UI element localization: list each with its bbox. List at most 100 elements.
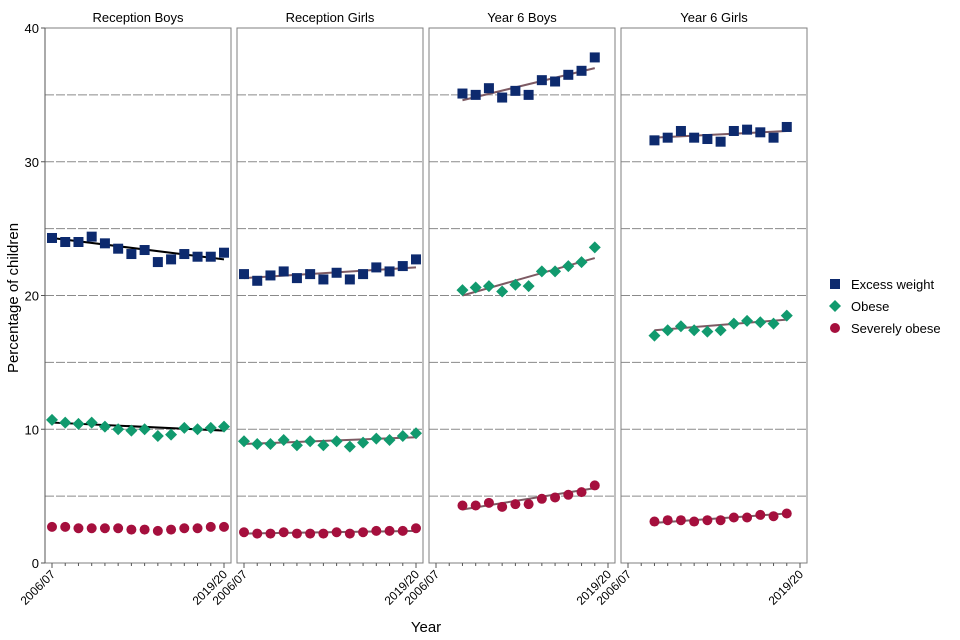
data-point bbox=[358, 269, 369, 280]
data-point bbox=[113, 243, 124, 254]
data-point bbox=[781, 121, 792, 132]
data-point bbox=[239, 269, 249, 280]
trend-line bbox=[462, 487, 595, 511]
data-point bbox=[589, 52, 600, 63]
data-point bbox=[205, 251, 216, 262]
data-point bbox=[152, 525, 163, 536]
data-point bbox=[99, 238, 110, 249]
data-point bbox=[741, 314, 754, 327]
data-point bbox=[166, 254, 177, 265]
legend-square-icon bbox=[830, 279, 840, 289]
panel-frame bbox=[620, 27, 808, 564]
data-point bbox=[469, 281, 482, 294]
series-severely-obese bbox=[457, 480, 600, 512]
data-point bbox=[239, 527, 249, 538]
data-point bbox=[126, 249, 137, 260]
data-point bbox=[219, 247, 229, 258]
data-point bbox=[396, 429, 409, 442]
data-point bbox=[483, 497, 494, 508]
data-point bbox=[728, 512, 739, 523]
data-point bbox=[331, 267, 342, 278]
data-point bbox=[768, 511, 779, 522]
data-point bbox=[754, 316, 767, 329]
data-point bbox=[411, 254, 421, 265]
data-point bbox=[510, 499, 521, 510]
data-point bbox=[98, 420, 111, 433]
data-point bbox=[291, 273, 302, 284]
data-point bbox=[397, 525, 408, 536]
data-point bbox=[510, 85, 521, 96]
data-point bbox=[343, 440, 356, 453]
data-point bbox=[139, 524, 150, 535]
series-excess-weight bbox=[649, 121, 792, 147]
series-obese bbox=[238, 427, 422, 453]
data-point bbox=[562, 260, 575, 273]
data-point bbox=[411, 523, 421, 534]
data-point bbox=[73, 237, 84, 247]
data-point bbox=[742, 512, 753, 523]
data-point bbox=[702, 134, 713, 145]
data-point bbox=[661, 324, 674, 337]
data-point bbox=[179, 523, 190, 534]
data-point bbox=[344, 528, 355, 539]
data-point bbox=[728, 125, 739, 136]
data-point bbox=[60, 521, 71, 532]
data-point bbox=[662, 132, 673, 143]
panel-title: Reception Boys bbox=[92, 10, 184, 25]
data-point bbox=[742, 124, 753, 135]
data-point bbox=[674, 320, 687, 333]
data-point bbox=[727, 317, 740, 330]
data-point bbox=[576, 65, 587, 76]
data-point bbox=[397, 261, 408, 272]
series-excess-weight bbox=[47, 231, 229, 268]
series-severely-obese bbox=[239, 523, 421, 539]
data-point bbox=[470, 500, 481, 511]
data-point bbox=[536, 493, 547, 504]
data-point bbox=[47, 521, 57, 532]
data-point bbox=[112, 423, 125, 436]
data-point bbox=[648, 329, 661, 342]
data-point bbox=[649, 516, 660, 527]
data-point bbox=[265, 528, 276, 539]
series-severely-obese bbox=[649, 508, 792, 527]
data-point bbox=[482, 280, 495, 293]
panel-frame bbox=[428, 27, 616, 564]
data-point bbox=[384, 266, 395, 277]
legend-item: Severely obese bbox=[830, 321, 941, 336]
data-point bbox=[86, 523, 97, 534]
data-point bbox=[192, 251, 203, 262]
data-point bbox=[780, 309, 793, 322]
data-point bbox=[179, 249, 190, 260]
data-point bbox=[522, 280, 535, 293]
legend-item: Obese bbox=[829, 299, 889, 314]
series-obese bbox=[648, 309, 793, 342]
legend-item: Excess weight bbox=[830, 277, 934, 292]
data-point bbox=[410, 427, 422, 440]
data-point bbox=[371, 262, 382, 273]
data-point bbox=[85, 416, 98, 429]
data-point bbox=[589, 480, 600, 491]
series-excess-weight bbox=[239, 254, 421, 286]
data-point bbox=[662, 515, 673, 526]
series-excess-weight bbox=[457, 52, 600, 103]
data-point bbox=[523, 499, 534, 510]
data-point bbox=[689, 516, 700, 527]
data-point bbox=[714, 324, 727, 337]
legend-diamond-icon bbox=[829, 300, 841, 312]
data-point bbox=[549, 265, 562, 278]
data-point bbox=[755, 509, 766, 520]
data-point bbox=[550, 492, 561, 503]
legend: Excess weight Obese Severely obese bbox=[829, 277, 941, 336]
data-point bbox=[73, 523, 84, 534]
data-point bbox=[278, 266, 289, 277]
panel-title: Year 6 Girls bbox=[680, 10, 748, 25]
data-point bbox=[252, 275, 263, 286]
panel-title: Reception Girls bbox=[286, 10, 375, 25]
data-point bbox=[265, 270, 276, 281]
data-point bbox=[99, 523, 110, 534]
data-point bbox=[305, 269, 316, 280]
data-point bbox=[138, 423, 151, 436]
data-point bbox=[205, 521, 216, 532]
